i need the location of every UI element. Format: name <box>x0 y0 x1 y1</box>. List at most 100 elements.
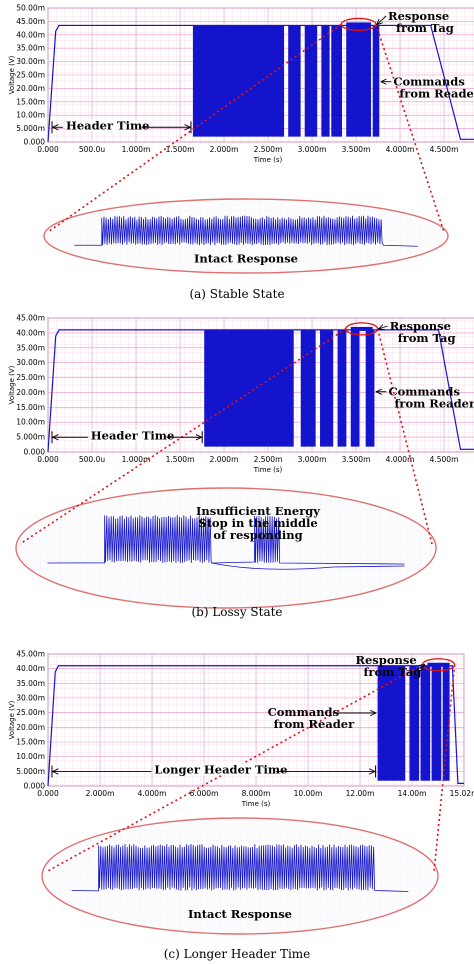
zoom-label: Intact Response <box>188 907 292 921</box>
zoom-label: Intact Response <box>194 252 298 266</box>
x-tick-label: 3.500m <box>342 455 371 464</box>
x-tick-label: 0.000 <box>37 789 59 798</box>
response-arrow <box>413 665 424 673</box>
x-tick-label: 14.00m <box>398 789 427 798</box>
x-axis-label: Time (s) <box>253 466 283 474</box>
y-tick-label: 10.00m <box>16 418 45 427</box>
x-axis-label: Time (s) <box>253 156 283 164</box>
command-burst <box>442 665 450 781</box>
command-burst <box>288 25 301 137</box>
y-tick-label: 5.000m <box>16 767 45 776</box>
y-tick-label: 20.00m <box>16 84 45 93</box>
y-tick-label: 30.00m <box>16 694 45 703</box>
zoom-connector-left <box>19 328 347 545</box>
signal-trace-tail <box>204 329 474 450</box>
x-tick-label: 1.500m <box>166 145 195 154</box>
command-burst <box>304 25 318 137</box>
x-tick-label: 6.000m <box>190 789 219 798</box>
command-burst <box>365 329 375 447</box>
panel-longer-header-time: 45.00m 40.00m 35.00m 30.00m 25.00m 20.00m 15.0… <box>8 650 474 962</box>
header-label-bg <box>153 763 275 776</box>
y-tick-label: 35.00m <box>16 679 45 688</box>
command-burst <box>350 329 360 447</box>
zoomed-response-wave <box>74 215 418 247</box>
y-axis-label: Voltage (V) <box>8 700 16 739</box>
panel-caption: (a) Stable State <box>189 287 284 301</box>
x-tick-label: 8.000m <box>242 789 271 798</box>
x-tick-label: 4.500m <box>430 145 459 154</box>
y-tick-label: 40.00m <box>16 328 45 337</box>
x-tick-label: 4.000m <box>386 145 415 154</box>
command-burst <box>300 329 316 447</box>
energy-loss-trace <box>211 562 405 570</box>
y-tick-label: 25.00m <box>16 708 45 717</box>
x-axis-label: Time (s) <box>241 800 271 808</box>
x-tick-label: 0.000 <box>37 145 59 154</box>
signal-trace-tail <box>377 665 464 784</box>
command-burst <box>337 329 347 447</box>
tag-response-marker <box>346 22 372 27</box>
annotation-response-line2: from Tag <box>398 331 456 345</box>
annotation-commands-line2: from Reader <box>394 397 474 411</box>
command-burst <box>409 665 420 781</box>
x-tick-label: 12.00m <box>346 789 375 798</box>
command-burst <box>346 25 372 137</box>
y-tick-label: 15.00m <box>16 403 45 412</box>
y-axis-label: Voltage (V) <box>8 365 16 404</box>
header-label-bg <box>65 119 140 132</box>
panel-caption: (b) Lossy State <box>191 605 282 619</box>
x-tick-label: 2.000m <box>86 789 115 798</box>
zoom-label-line: Stop in the middle <box>198 516 317 530</box>
zoom-view <box>15 487 437 609</box>
x-tick-label: 2.500m <box>254 455 283 464</box>
annotation-header-time: Header Time <box>91 428 174 442</box>
zoomed-response-wave <box>71 844 409 892</box>
command-burst <box>192 25 285 137</box>
y-tick-label: 40.00m <box>16 30 45 39</box>
x-tick-label: 3.000m <box>298 145 327 154</box>
response-arrow <box>377 15 387 24</box>
annotation-response-line1: Response <box>355 653 416 667</box>
x-tick-label: 1.000m <box>122 145 151 154</box>
annotation-response-line2: from Tag <box>363 665 421 679</box>
panel-stable-state: 50.00m 45.00m 40.00m 35.00m 30.00m 25.00m 20.0… <box>8 4 474 301</box>
y-tick-label: 40.00m <box>16 664 45 673</box>
x-tick-label: 2.000m <box>210 455 239 464</box>
y-tick-label: 45.00m <box>16 17 45 26</box>
y-tick-label: 0.000 <box>24 782 46 791</box>
annotation-commands-line1: Commands <box>393 75 465 89</box>
header-label-bg <box>89 429 165 442</box>
tag-response-marker <box>350 326 373 331</box>
y-tick-label: 20.00m <box>16 388 45 397</box>
x-tick-label: 4.000m <box>138 789 167 798</box>
zoom-connector-right <box>375 24 445 233</box>
x-tick-label: 2.500m <box>254 145 283 154</box>
signal-trace <box>47 24 193 143</box>
annotation-header-time: Header Time <box>66 118 149 132</box>
annotation-commands-line2: from Reader <box>274 717 356 731</box>
x-tick-label: 2.000m <box>210 145 239 154</box>
zoom-label-line: of responding <box>213 528 302 542</box>
zoom-label-line: Insufficient Energy <box>196 504 320 518</box>
command-burst <box>320 329 334 447</box>
y-tick-label: 25.00m <box>16 373 45 382</box>
annotation-commands-line2: from Reader <box>399 87 474 101</box>
x-tick-label: 3.000m <box>298 455 327 464</box>
y-tick-label: 45.00m <box>16 650 45 659</box>
x-tick-label: 3.500m <box>342 145 371 154</box>
y-tick-label: 15.00m <box>16 97 45 106</box>
command-burst <box>377 665 406 781</box>
y-tick-label: 25.00m <box>16 71 45 80</box>
x-tick-label: 4.500m <box>430 455 459 464</box>
response-arrow <box>379 326 388 329</box>
x-tick-label: 1.000m <box>122 455 151 464</box>
y-tick-label: 20.00m <box>16 723 45 732</box>
y-tick-label: 50.00m <box>16 4 45 13</box>
annotation-response-line1: Response <box>390 319 451 333</box>
y-tick-label: 5.000m <box>16 433 45 442</box>
y-tick-label: 0.000 <box>24 138 46 147</box>
x-tick-label: 1.500m <box>166 455 195 464</box>
annotation-response-line2: from Tag <box>396 21 454 35</box>
y-axis-label: Voltage (V) <box>8 55 16 94</box>
signal-trace <box>47 329 205 453</box>
